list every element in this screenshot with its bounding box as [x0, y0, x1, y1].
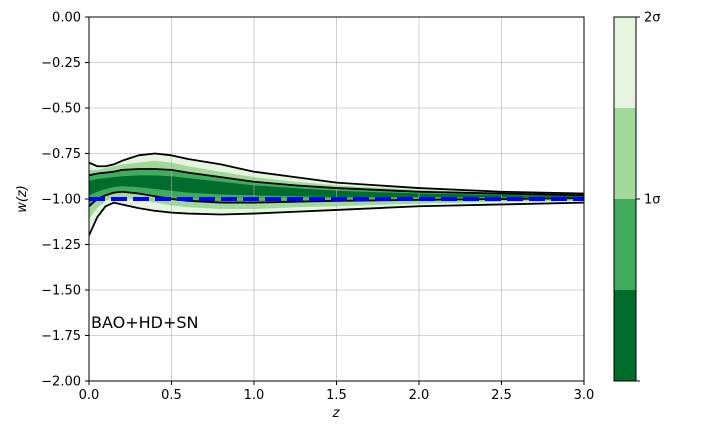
contour-1sigma-upper: [89, 168, 584, 197]
y-tick-label: −0.50: [41, 102, 81, 117]
contour-2sigma-lower: [89, 201, 584, 236]
colorbar-tick-label: 1σ: [644, 193, 661, 208]
y-tick-label: −1.00: [41, 193, 81, 208]
dataset-annotation: BAO+HD+SN: [91, 313, 199, 332]
x-tick-label: 0.0: [79, 388, 100, 403]
band-1sigma-inner: [89, 175, 584, 198]
contour-2sigma-upper: [89, 152, 584, 195]
x-tick-label: 0.5: [161, 388, 182, 403]
colorbar-segment: [614, 17, 636, 108]
colorbar-segment: [614, 290, 636, 381]
x-axis-label: z: [332, 406, 341, 421]
x-tick-label: 2.5: [491, 388, 512, 403]
x-tick-label: 1.0: [244, 388, 265, 403]
colorbar-segment: [614, 199, 636, 290]
y-tick-label: −0.75: [41, 147, 81, 162]
x-tick-label: 2.0: [409, 388, 430, 403]
y-tick-label: −0.25: [41, 56, 81, 71]
y-tick-label: −2.00: [41, 375, 81, 390]
colorbar-segment: [614, 108, 636, 199]
colorbar-tick-label: 2σ: [644, 11, 661, 26]
y-tick-label: −1.50: [41, 284, 81, 299]
y-tick-label: −1.25: [41, 238, 81, 253]
y-tick-label: 0.00: [52, 11, 81, 26]
y-axis-label: w(z): [15, 185, 30, 213]
y-tick-label: −1.75: [41, 329, 81, 344]
x-tick-label: 3.0: [574, 388, 595, 403]
x-tick-label: 1.5: [326, 388, 347, 403]
